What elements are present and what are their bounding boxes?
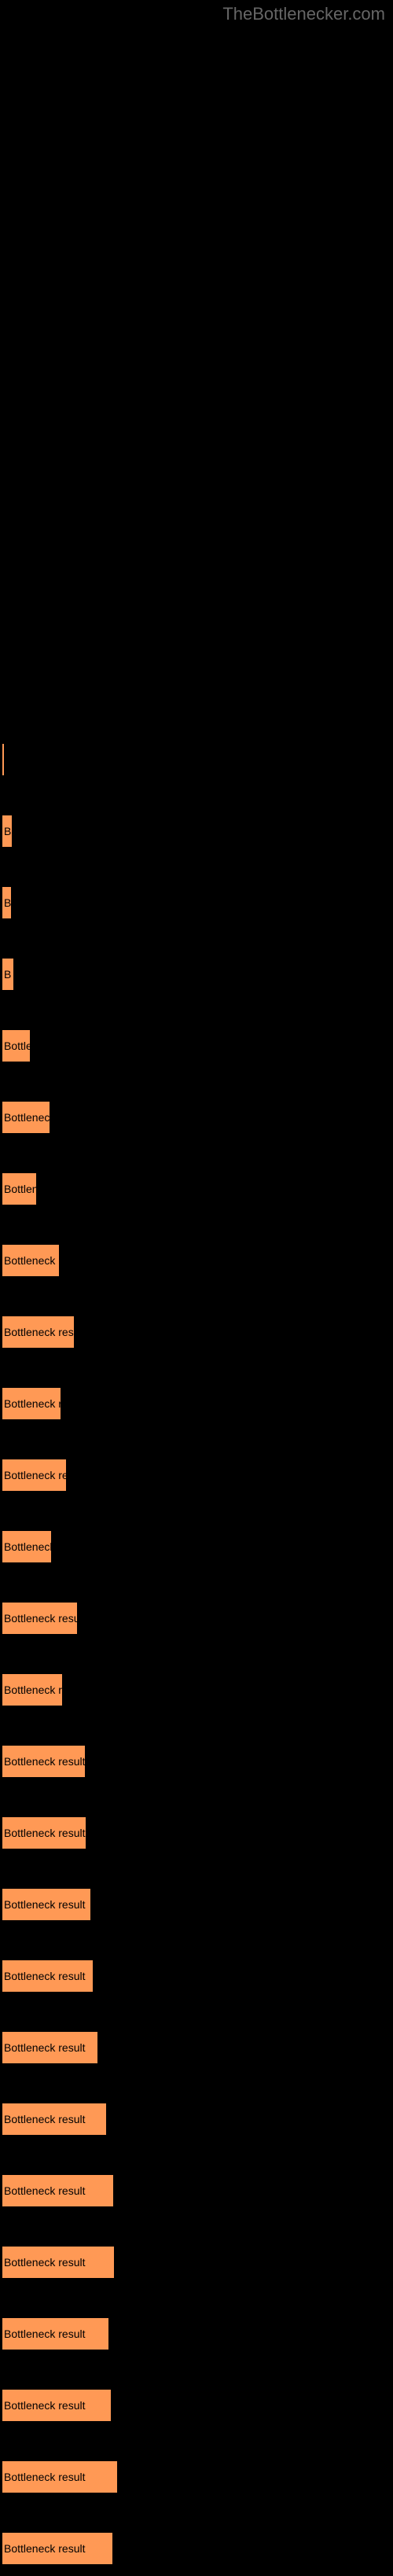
bar-row-24: Bottleneck result: [0, 2433, 393, 2504]
bar-chart: B B B Bottler Bottleneck Bottlen Bottleneck re…: [0, 0, 393, 2576]
bar-row-15: Bottleneck result: [0, 1789, 393, 1860]
bar: Bottleneck result: [2, 1816, 86, 1849]
bar: Bottleneck re: [2, 1673, 63, 1706]
bar-row-13: Bottleneck re: [0, 1646, 393, 1717]
bar: Bottleneck: [2, 1530, 52, 1563]
bar-row-6: Bottlen: [0, 1145, 393, 1216]
bar-row-16: Bottleneck result: [0, 1860, 393, 1932]
bar: Bottleneck result: [2, 2174, 114, 2207]
bar: Bottleneck result: [2, 2031, 98, 2064]
bar-row-25: Bottleneck result: [0, 2504, 393, 2576]
bar: B: [2, 815, 13, 848]
bar-row-8: Bottleneck resul: [0, 1288, 393, 1360]
bar-row-3: B: [0, 930, 393, 1002]
bar-row-17: Bottleneck result: [0, 1932, 393, 2004]
bar-row-4: Bottler: [0, 1002, 393, 1073]
bar-row-12: Bottleneck result: [0, 1574, 393, 1646]
bar: Bottleneck result: [2, 2103, 107, 2136]
bar: Bottleneck resul: [2, 1316, 75, 1349]
bar: Bottleneck: [2, 1101, 50, 1134]
bar: Bottleneck result: [2, 1960, 94, 1993]
bar-row-14: Bottleneck result: [0, 1717, 393, 1789]
bar: Bottleneck result: [2, 2532, 113, 2565]
bar-row-19: Bottleneck result: [0, 2075, 393, 2147]
bar: B: [2, 958, 14, 991]
bar-row-0: [0, 716, 393, 787]
bar: Bottleneck result: [2, 2460, 118, 2493]
bar: Bottlen: [2, 1172, 37, 1205]
bar-row-20: Bottleneck result: [0, 2147, 393, 2218]
bar-row-1: B: [0, 787, 393, 859]
bar-row-22: Bottleneck result: [0, 2290, 393, 2361]
bar: B: [2, 886, 12, 919]
bar-row-11: Bottleneck: [0, 1503, 393, 1574]
bar-row-23: Bottleneck result: [0, 2361, 393, 2433]
bar: Bottleneck res: [2, 1459, 67, 1492]
bar: Bottleneck result: [2, 1745, 86, 1778]
bar-row-18: Bottleneck result: [0, 2004, 393, 2075]
bar: Bottler: [2, 1029, 31, 1062]
bar-row-7: Bottleneck re: [0, 1216, 393, 1288]
bar: [2, 743, 5, 776]
bar: Bottleneck re: [2, 1244, 60, 1277]
bar-row-5: Bottleneck: [0, 1073, 393, 1145]
bar: Bottleneck result: [2, 2317, 109, 2350]
bar-row-9: Bottleneck re: [0, 1360, 393, 1431]
bar: Bottleneck re: [2, 1387, 61, 1420]
bar: Bottleneck result: [2, 1602, 78, 1635]
bar: Bottleneck result: [2, 1888, 91, 1921]
bar: Bottleneck result: [2, 2389, 112, 2422]
bar-row-10: Bottleneck res: [0, 1431, 393, 1503]
bar-row-2: B: [0, 859, 393, 930]
bar: Bottleneck result: [2, 2246, 115, 2279]
bar-row-21: Bottleneck result: [0, 2218, 393, 2290]
